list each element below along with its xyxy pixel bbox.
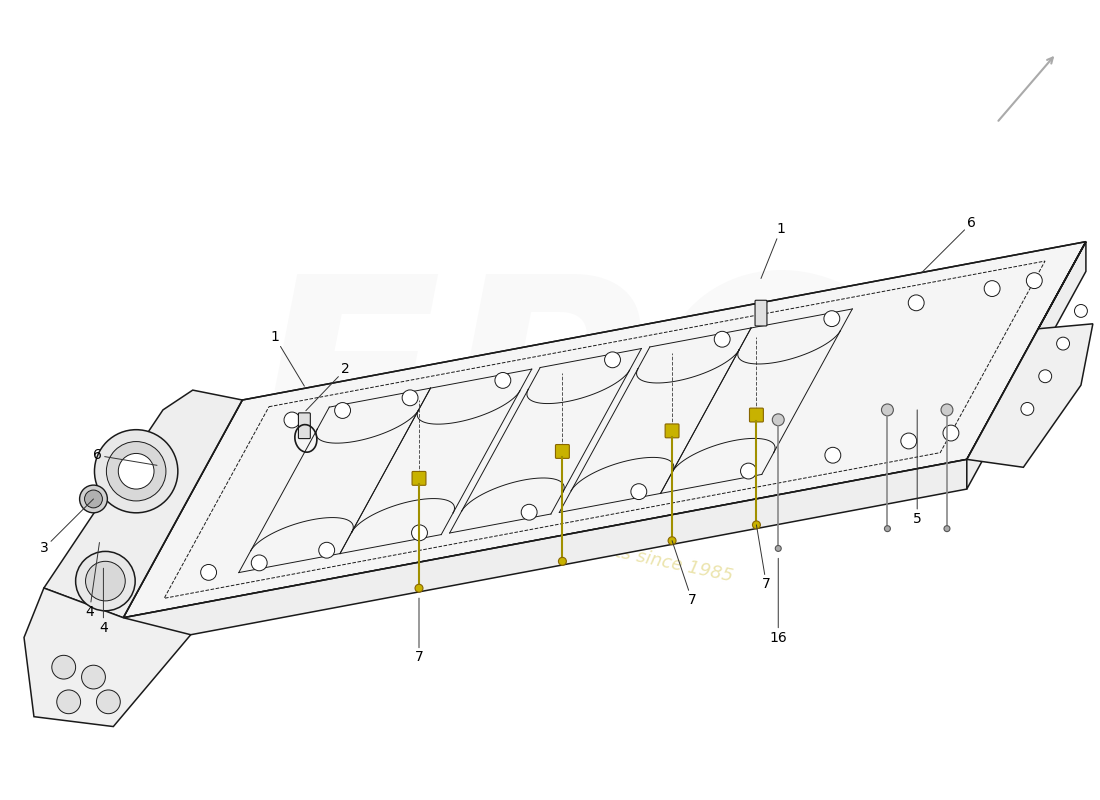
Circle shape: [95, 430, 178, 513]
Circle shape: [319, 542, 334, 558]
Circle shape: [940, 404, 953, 416]
Text: 6: 6: [922, 216, 976, 272]
Text: 5: 5: [913, 410, 922, 526]
Circle shape: [52, 655, 76, 679]
Circle shape: [495, 373, 510, 388]
Circle shape: [200, 565, 217, 580]
Circle shape: [81, 666, 106, 689]
Circle shape: [119, 454, 154, 489]
Circle shape: [521, 504, 537, 520]
Polygon shape: [123, 242, 1086, 618]
Circle shape: [1075, 305, 1088, 318]
Circle shape: [605, 352, 620, 368]
Circle shape: [901, 433, 916, 449]
FancyBboxPatch shape: [749, 408, 763, 422]
Polygon shape: [123, 459, 967, 647]
Circle shape: [415, 584, 424, 592]
Circle shape: [85, 490, 102, 508]
Text: 16: 16: [769, 558, 788, 645]
Circle shape: [772, 414, 784, 426]
Polygon shape: [967, 242, 1093, 467]
Circle shape: [284, 412, 300, 428]
Circle shape: [107, 442, 166, 501]
Polygon shape: [44, 390, 242, 618]
Text: 7: 7: [415, 598, 424, 665]
Circle shape: [752, 521, 760, 529]
Circle shape: [984, 281, 1000, 297]
Circle shape: [411, 525, 428, 541]
Circle shape: [714, 331, 730, 347]
Text: 3: 3: [40, 499, 94, 555]
Text: 1: 1: [271, 330, 305, 386]
Text: 1: 1: [761, 222, 785, 278]
Text: 4: 4: [99, 568, 108, 634]
Circle shape: [668, 537, 676, 545]
FancyBboxPatch shape: [755, 300, 767, 326]
Circle shape: [86, 562, 125, 601]
Circle shape: [57, 690, 80, 714]
Text: 7: 7: [672, 541, 696, 607]
Circle shape: [740, 463, 757, 479]
Circle shape: [1057, 337, 1069, 350]
Text: 2: 2: [306, 362, 350, 410]
Circle shape: [943, 425, 959, 441]
Text: 4: 4: [85, 542, 99, 618]
Circle shape: [97, 690, 120, 714]
Circle shape: [334, 402, 351, 418]
Circle shape: [251, 555, 267, 571]
Circle shape: [1026, 273, 1042, 289]
Polygon shape: [24, 588, 190, 726]
Circle shape: [79, 485, 108, 513]
FancyBboxPatch shape: [412, 471, 426, 486]
FancyBboxPatch shape: [666, 424, 679, 438]
Circle shape: [944, 526, 950, 532]
Circle shape: [76, 551, 135, 610]
Text: 6: 6: [94, 449, 157, 466]
FancyBboxPatch shape: [298, 413, 310, 438]
Circle shape: [1038, 370, 1052, 382]
Text: a passion for parts since 1985: a passion for parts since 1985: [465, 511, 735, 586]
Polygon shape: [967, 242, 1086, 489]
FancyBboxPatch shape: [556, 445, 570, 458]
Text: EPC: EPC: [252, 265, 848, 535]
Circle shape: [559, 558, 566, 566]
Circle shape: [884, 526, 890, 532]
Circle shape: [1021, 402, 1034, 415]
Circle shape: [825, 447, 840, 463]
Circle shape: [909, 295, 924, 310]
Text: 7: 7: [757, 525, 771, 591]
Circle shape: [403, 390, 418, 406]
Circle shape: [881, 404, 893, 416]
Circle shape: [776, 546, 781, 551]
Circle shape: [631, 484, 647, 499]
Circle shape: [824, 310, 839, 326]
